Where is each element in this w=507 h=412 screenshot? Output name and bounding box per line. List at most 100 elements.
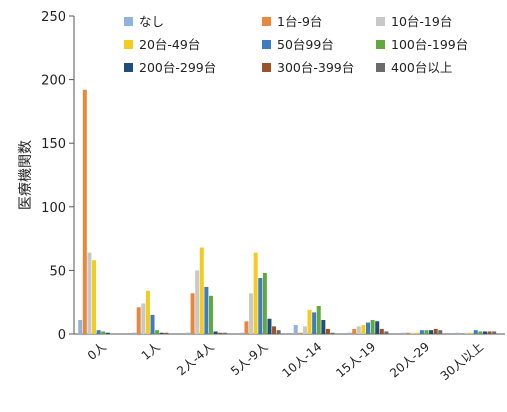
- bar: [330, 332, 335, 334]
- legend-label: 10台-19台: [391, 14, 452, 29]
- bar: [249, 293, 254, 334]
- legend-swatch: [376, 63, 385, 72]
- bar: [244, 321, 249, 334]
- bar: [352, 328, 357, 334]
- legend-label: 50台99台: [277, 37, 334, 52]
- legend-swatch: [124, 63, 133, 72]
- bar: [410, 332, 415, 334]
- bar: [347, 332, 352, 334]
- bar: [272, 326, 277, 334]
- bar: [455, 332, 460, 334]
- bar: [159, 332, 164, 334]
- bar: [302, 326, 307, 334]
- bar: [78, 320, 83, 334]
- bar: [101, 331, 106, 334]
- bar: [213, 331, 218, 334]
- bar: [438, 330, 443, 334]
- bar: [199, 247, 204, 334]
- bar: [379, 328, 384, 334]
- bar: [87, 252, 92, 334]
- x-tick-label: 0人: [85, 340, 109, 363]
- bar: [222, 332, 227, 334]
- bar: [204, 286, 209, 334]
- bar: [258, 278, 263, 334]
- bar: [473, 330, 478, 334]
- y-axis-label: 医療機関数: [17, 140, 34, 210]
- bar: [316, 306, 321, 334]
- legend: なし 1台-9台 10台-19台 20台-49台 50台99台 100台-199台 200台…: [124, 14, 468, 75]
- x-tick-label: 2人-4人: [174, 340, 216, 379]
- bar: [464, 332, 469, 334]
- bar: [401, 332, 406, 334]
- y-tick-label: 50: [49, 264, 66, 279]
- bar: [487, 331, 492, 334]
- bar: [415, 332, 420, 334]
- bar: [253, 252, 258, 334]
- bar: [424, 330, 429, 334]
- legend-label: 20台-49台: [139, 37, 200, 52]
- bar: [366, 322, 371, 334]
- bar: [190, 293, 195, 334]
- bar: [307, 309, 312, 334]
- bar: [145, 290, 150, 334]
- y-tick-label: 250: [41, 10, 66, 25]
- bar: [370, 320, 375, 334]
- bar: [482, 331, 487, 334]
- bar: [262, 272, 267, 334]
- bar: [406, 332, 411, 334]
- legend-label: 300台-399台: [277, 60, 354, 75]
- bar: [419, 330, 424, 334]
- bar: [384, 331, 389, 334]
- y-tick-label: 200: [41, 74, 66, 89]
- bar: [429, 330, 434, 334]
- legend-swatch: [124, 17, 133, 26]
- bar: [356, 326, 361, 334]
- legend-swatch: [262, 40, 271, 49]
- x-tick-label: 20人-29: [387, 340, 432, 381]
- bar: [218, 332, 223, 334]
- bar: [150, 314, 155, 334]
- legend-label: 100台-199台: [391, 37, 468, 52]
- bar: [132, 332, 137, 334]
- bar: [208, 295, 213, 334]
- x-tick-label: 30人以上: [438, 340, 486, 384]
- legend-label: 400台以上: [391, 60, 452, 75]
- bar: [298, 332, 303, 334]
- legend-swatch: [376, 17, 385, 26]
- bar: [321, 320, 326, 334]
- bar: [293, 325, 298, 334]
- bar: [325, 328, 330, 334]
- legend-swatch: [124, 40, 133, 49]
- legend-label: なし: [139, 14, 164, 29]
- bar: [239, 332, 244, 334]
- bar: [492, 331, 497, 334]
- bars: [78, 89, 497, 334]
- legend-swatch: [262, 63, 271, 72]
- bar: [433, 328, 438, 334]
- legend-swatch: [262, 17, 271, 26]
- legend-label: 200台-299台: [139, 60, 216, 75]
- bar: [105, 332, 110, 334]
- bar: [185, 332, 190, 334]
- bar: [267, 318, 272, 334]
- x-tick-label: 1人: [139, 340, 163, 363]
- bar: [276, 330, 281, 334]
- bar: [312, 312, 317, 334]
- bar: [82, 89, 87, 334]
- x-tick-label: 5人-9人: [228, 340, 270, 379]
- y-tick-label: 100: [41, 201, 66, 216]
- bar: [92, 260, 97, 334]
- bar: [361, 325, 366, 334]
- bar: [375, 321, 380, 334]
- x-tick-label: 10人-14: [279, 340, 324, 381]
- bar: [96, 330, 101, 334]
- y-tick-label: 0: [58, 328, 66, 343]
- bar: [478, 331, 483, 334]
- bar: [155, 330, 160, 334]
- y-tick-label: 150: [41, 137, 66, 152]
- bar: [164, 332, 169, 334]
- bar: [469, 332, 474, 334]
- bar: [195, 270, 200, 334]
